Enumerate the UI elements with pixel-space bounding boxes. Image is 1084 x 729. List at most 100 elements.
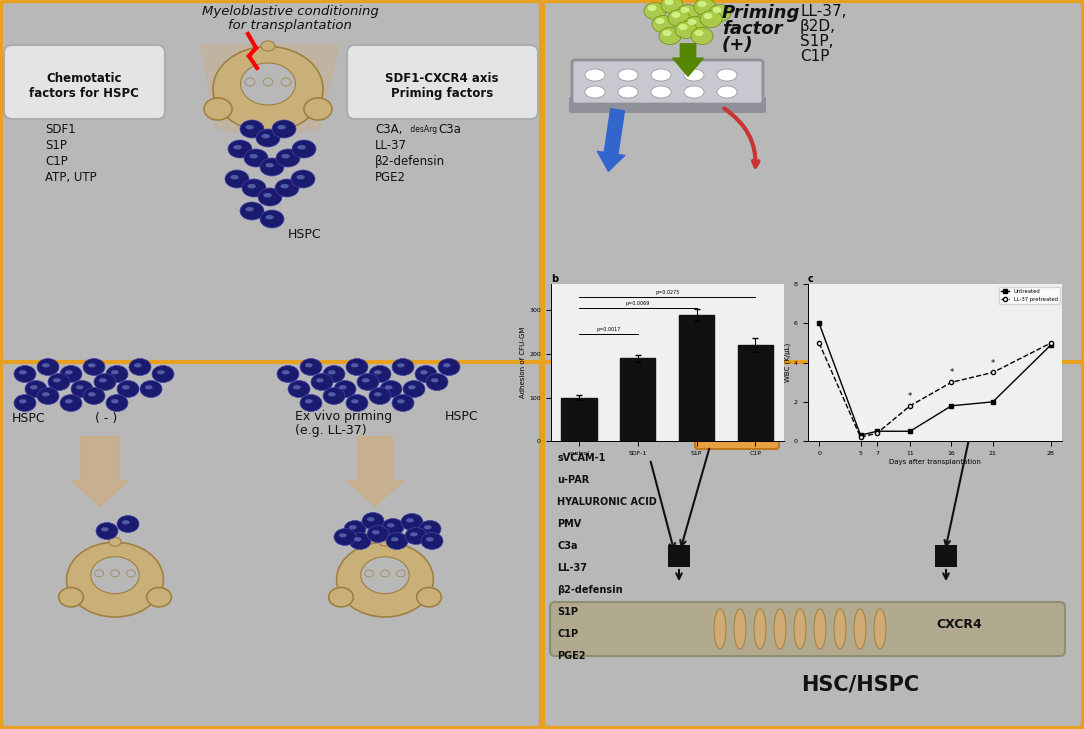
- Untreated: [870, 427, 883, 436]
- Ellipse shape: [245, 125, 254, 130]
- Ellipse shape: [83, 359, 105, 375]
- Ellipse shape: [328, 588, 353, 607]
- Ellipse shape: [397, 399, 404, 403]
- Ellipse shape: [387, 523, 395, 527]
- Line: Untreated: Untreated: [817, 321, 1053, 437]
- Ellipse shape: [426, 373, 448, 391]
- Untreated: [1044, 340, 1057, 349]
- Text: C3A,: C3A,: [375, 122, 402, 136]
- Ellipse shape: [351, 363, 359, 367]
- Ellipse shape: [386, 532, 408, 550]
- FancyBboxPatch shape: [1, 362, 541, 728]
- Ellipse shape: [275, 179, 299, 197]
- Ellipse shape: [357, 373, 379, 391]
- Ellipse shape: [346, 359, 367, 375]
- Ellipse shape: [96, 523, 118, 539]
- FancyArrowPatch shape: [347, 437, 403, 506]
- Ellipse shape: [94, 570, 104, 577]
- Ellipse shape: [25, 381, 47, 397]
- Ellipse shape: [261, 41, 275, 51]
- Ellipse shape: [66, 542, 164, 617]
- Text: ATP, UTP: ATP, UTP: [46, 171, 96, 184]
- Ellipse shape: [282, 154, 289, 158]
- Ellipse shape: [369, 388, 391, 405]
- Ellipse shape: [408, 385, 415, 389]
- Ellipse shape: [874, 609, 886, 649]
- Ellipse shape: [60, 394, 82, 411]
- Ellipse shape: [258, 188, 282, 206]
- Ellipse shape: [278, 365, 299, 383]
- Text: β2-defensin: β2-defensin: [375, 155, 446, 168]
- Bar: [935, 545, 957, 567]
- Ellipse shape: [263, 193, 272, 198]
- Ellipse shape: [354, 537, 362, 542]
- Ellipse shape: [323, 388, 345, 405]
- Text: Myeloblastive conditioning: Myeloblastive conditioning: [202, 4, 378, 17]
- Text: sVCAM-1: sVCAM-1: [557, 453, 605, 463]
- Ellipse shape: [438, 359, 460, 375]
- Text: u-PAR: u-PAR: [557, 475, 590, 485]
- Ellipse shape: [405, 518, 414, 523]
- Untreated: [904, 427, 917, 436]
- Ellipse shape: [256, 129, 280, 147]
- Text: p=0.0069: p=0.0069: [625, 301, 650, 306]
- Ellipse shape: [245, 207, 254, 211]
- Ellipse shape: [339, 533, 347, 537]
- Ellipse shape: [362, 512, 384, 529]
- Ellipse shape: [88, 363, 95, 367]
- Text: factor: factor: [722, 20, 783, 38]
- Text: LL-37,: LL-37,: [800, 4, 847, 18]
- Ellipse shape: [403, 381, 425, 397]
- Y-axis label: WBC (K/µL): WBC (K/µL): [785, 343, 791, 382]
- Ellipse shape: [231, 175, 238, 179]
- Text: β2D,: β2D,: [800, 18, 836, 34]
- Ellipse shape: [585, 86, 605, 98]
- Bar: [620, 359, 656, 441]
- Ellipse shape: [681, 7, 689, 13]
- Ellipse shape: [247, 184, 256, 189]
- Ellipse shape: [99, 378, 106, 383]
- Ellipse shape: [397, 570, 405, 577]
- Ellipse shape: [668, 9, 691, 26]
- Ellipse shape: [344, 521, 366, 537]
- Ellipse shape: [349, 532, 371, 550]
- Ellipse shape: [694, 0, 717, 15]
- LL-37 pretreated: [945, 378, 958, 386]
- Ellipse shape: [91, 557, 139, 593]
- Text: β2-defensin: β2-defensin: [557, 585, 622, 595]
- Ellipse shape: [140, 381, 162, 397]
- Ellipse shape: [282, 370, 289, 375]
- Ellipse shape: [111, 399, 118, 403]
- Text: SDF1-CXCR4 axis: SDF1-CXCR4 axis: [385, 71, 499, 85]
- Ellipse shape: [397, 363, 404, 367]
- Ellipse shape: [369, 365, 391, 383]
- Line: LL-37 pretreated: LL-37 pretreated: [817, 341, 1053, 439]
- Ellipse shape: [14, 394, 36, 411]
- Ellipse shape: [679, 24, 687, 30]
- Text: AMPHOTERICIN-B: AMPHOTERICIN-B: [934, 404, 1036, 414]
- Ellipse shape: [714, 609, 726, 649]
- Ellipse shape: [111, 370, 118, 375]
- Ellipse shape: [339, 385, 347, 389]
- Ellipse shape: [145, 385, 153, 389]
- Ellipse shape: [37, 388, 59, 405]
- Text: CD26: CD26: [718, 381, 752, 394]
- Y-axis label: Adhesion of CFU-GM: Adhesion of CFU-GM: [520, 327, 527, 398]
- Text: S1P: S1P: [46, 139, 67, 152]
- Text: (e.g. LL-37): (e.g. LL-37): [295, 424, 366, 437]
- Ellipse shape: [684, 86, 704, 98]
- LL-37 pretreated: [870, 429, 883, 437]
- Ellipse shape: [647, 5, 657, 11]
- Ellipse shape: [834, 609, 846, 649]
- Ellipse shape: [367, 517, 375, 521]
- Untreated: [986, 397, 999, 406]
- Ellipse shape: [14, 365, 36, 383]
- Ellipse shape: [367, 526, 389, 542]
- Ellipse shape: [664, 0, 673, 5]
- Ellipse shape: [651, 86, 671, 98]
- Ellipse shape: [293, 385, 300, 389]
- Ellipse shape: [225, 170, 249, 188]
- Text: c: c: [808, 273, 813, 284]
- Ellipse shape: [42, 392, 50, 397]
- Ellipse shape: [53, 378, 61, 383]
